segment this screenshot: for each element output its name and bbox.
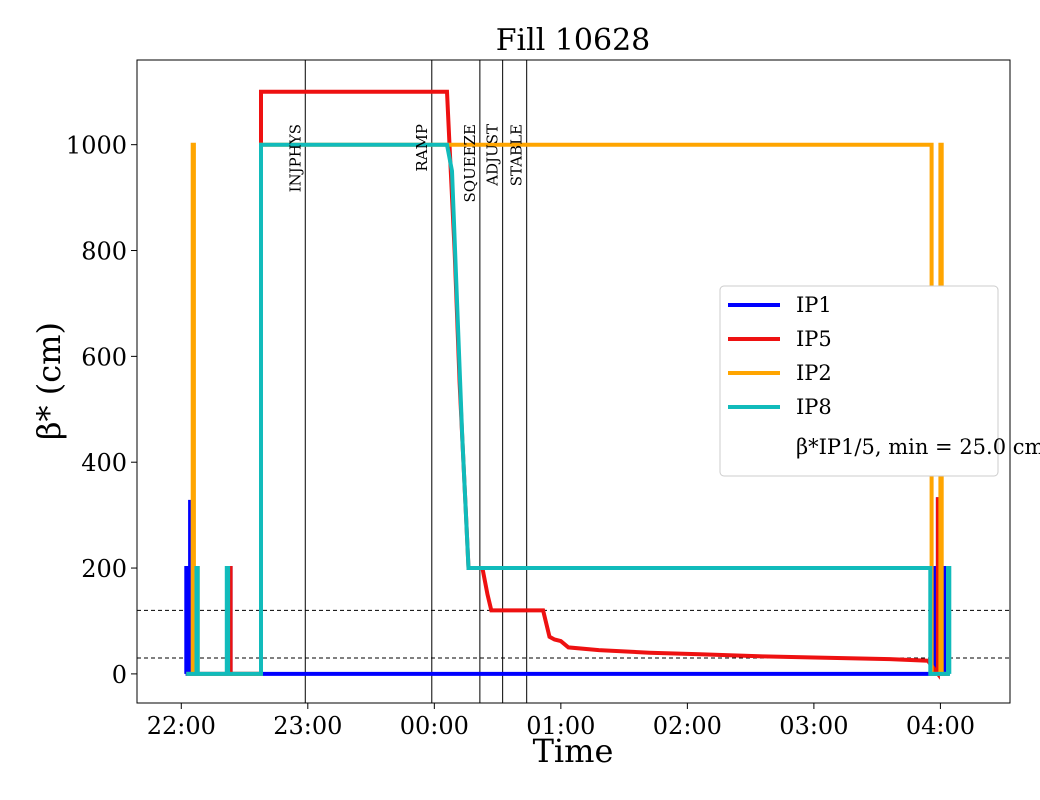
phase-label-adjust: ADJUST — [484, 124, 502, 187]
y-axis-ticks: 0 200 400 600 800 1000 — [66, 132, 137, 689]
y-tick-label: 400 — [81, 449, 127, 477]
chart-title: Fill 10628 — [496, 23, 651, 58]
y-tick-label: 800 — [81, 238, 127, 266]
phase-label-injphys: INJPHYS — [286, 124, 304, 192]
x-tick-label: 01:00 — [526, 712, 595, 740]
x-axis-ticks: 22:00 23:00 00:00 01:00 02:00 03:00 04:00 — [147, 703, 975, 740]
plot-frame — [136, 59, 1011, 704]
phase-label-stable: STABLE — [508, 124, 526, 186]
y-tick-label: 600 — [81, 343, 127, 371]
legend-label-ip2: IP2 — [796, 361, 832, 385]
series-line-ip5 — [227, 89, 942, 680]
phase-label-ramp: RAMP — [413, 124, 431, 172]
legend-note: β*IP1/5, min = 25.0 cm — [796, 435, 1040, 459]
y-tick-label: 1000 — [66, 132, 127, 160]
x-axis-label: Time — [533, 732, 614, 770]
legend-box — [719, 285, 999, 477]
series-line-ip8 — [186, 142, 952, 676]
x-tick-label: 22:00 — [147, 712, 216, 740]
y-axis-label: β* (cm) — [30, 322, 68, 440]
x-tick-label: 03:00 — [779, 712, 848, 740]
phase-label-squeeze: SQUEEZE — [461, 124, 479, 203]
legend-label-ip8: IP8 — [796, 395, 832, 419]
x-tick-label: 23:00 — [273, 712, 342, 740]
x-tick-label: 02:00 — [653, 712, 722, 740]
y-tick-label: 200 — [81, 555, 127, 583]
legend: IP1 IP5 IP2 IP8 β*IP1/5, min = 25.0 cm — [719, 285, 1040, 477]
y-tick-label: 0 — [112, 661, 127, 689]
legend-label-ip5: IP5 — [796, 327, 832, 351]
x-tick-label: 00:00 — [400, 712, 469, 740]
legend-label-ip1: IP1 — [796, 293, 832, 317]
x-tick-label: 04:00 — [906, 712, 975, 740]
